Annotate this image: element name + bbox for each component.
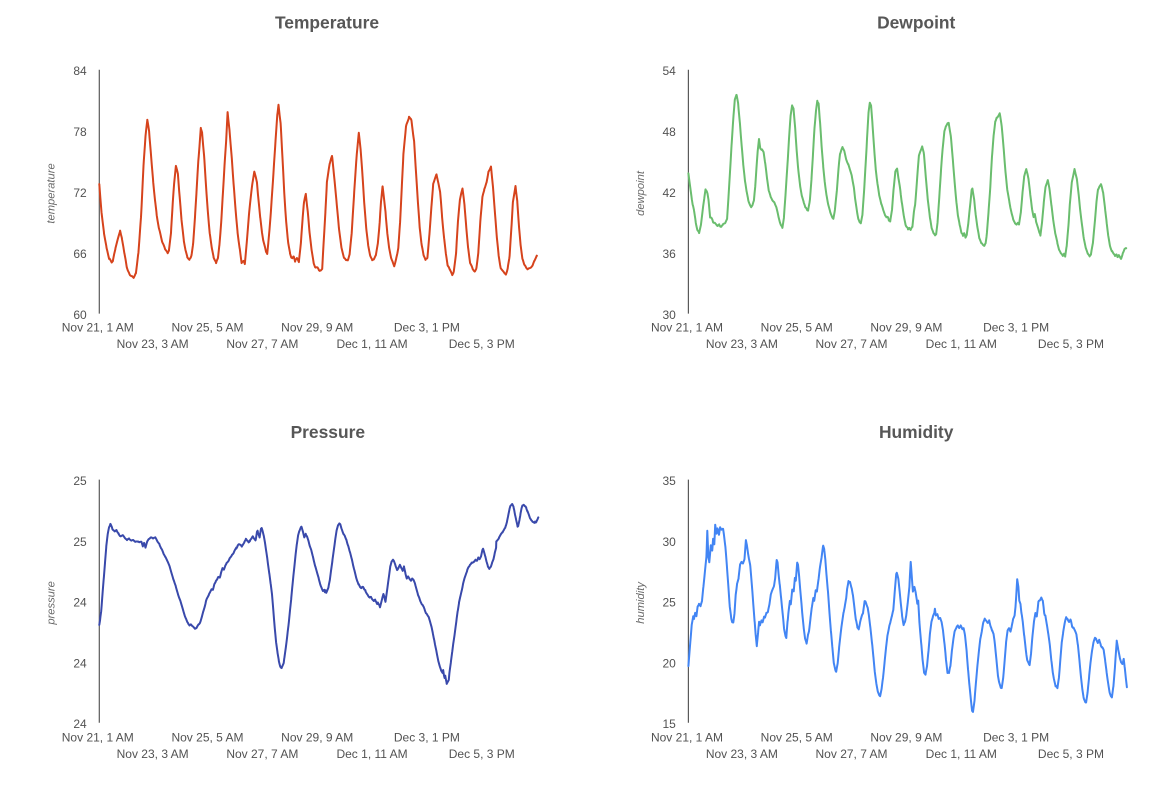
svg-text:84: 84 [73, 64, 87, 78]
svg-text:dewpoint: dewpoint [635, 170, 647, 216]
svg-text:Nov 23, 3 AM: Nov 23, 3 AM [706, 337, 778, 351]
svg-text:Nov 23, 3 AM: Nov 23, 3 AM [706, 747, 778, 761]
svg-text:60: 60 [73, 308, 87, 322]
svg-text:Dec 1, 11 AM: Dec 1, 11 AM [926, 747, 997, 761]
svg-text:30: 30 [662, 308, 676, 322]
svg-text:24: 24 [73, 656, 87, 670]
svg-text:temperature: temperature [46, 163, 58, 223]
svg-text:30: 30 [662, 535, 676, 549]
svg-text:Dec 1, 11 AM: Dec 1, 11 AM [926, 337, 997, 351]
svg-text:Nov 25, 5 AM: Nov 25, 5 AM [171, 321, 243, 335]
svg-text:24: 24 [73, 596, 87, 610]
svg-text:Dec 5, 3 PM: Dec 5, 3 PM [1038, 337, 1104, 351]
svg-text:Nov 29, 9 AM: Nov 29, 9 AM [281, 731, 353, 745]
svg-text:Nov 25, 5 AM: Nov 25, 5 AM [761, 321, 833, 335]
svg-text:Dec 1, 11 AM: Dec 1, 11 AM [336, 337, 407, 351]
svg-text:Dec 3, 1 PM: Dec 3, 1 PM [394, 731, 460, 745]
svg-text:Nov 21, 1 AM: Nov 21, 1 AM [651, 731, 723, 745]
svg-text:36: 36 [662, 247, 676, 261]
svg-text:Dec 5, 3 PM: Dec 5, 3 PM [449, 337, 515, 351]
svg-text:Dec 5, 3 PM: Dec 5, 3 PM [1038, 747, 1104, 761]
svg-text:Dec 3, 1 PM: Dec 3, 1 PM [983, 321, 1049, 335]
svg-text:Dec 5, 3 PM: Dec 5, 3 PM [449, 747, 515, 761]
svg-text:Nov 21, 1 AM: Nov 21, 1 AM [62, 321, 134, 335]
svg-text:66: 66 [73, 247, 87, 261]
svg-text:Dec 1, 11 AM: Dec 1, 11 AM [336, 747, 407, 761]
svg-text:78: 78 [73, 125, 87, 139]
svg-text:Pressure: Pressure [291, 422, 366, 442]
svg-text:Nov 23, 3 AM: Nov 23, 3 AM [117, 337, 189, 351]
svg-text:Nov 25, 5 AM: Nov 25, 5 AM [171, 731, 243, 745]
svg-text:Nov 21, 1 AM: Nov 21, 1 AM [62, 731, 134, 745]
svg-text:15: 15 [662, 717, 676, 731]
svg-text:Nov 27, 7 AM: Nov 27, 7 AM [816, 747, 888, 761]
svg-text:Nov 29, 9 AM: Nov 29, 9 AM [281, 321, 353, 335]
svg-text:25: 25 [73, 474, 87, 488]
svg-text:42: 42 [662, 186, 676, 200]
svg-text:Dec 3, 1 PM: Dec 3, 1 PM [394, 321, 460, 335]
svg-text:20: 20 [662, 656, 676, 670]
svg-text:Nov 27, 7 AM: Nov 27, 7 AM [226, 337, 298, 351]
svg-text:pressure: pressure [46, 581, 58, 626]
svg-text:Temperature: Temperature [275, 12, 379, 32]
svg-text:humidity: humidity [635, 581, 647, 624]
svg-text:Nov 27, 7 AM: Nov 27, 7 AM [816, 337, 888, 351]
svg-text:Nov 25, 5 AM: Nov 25, 5 AM [761, 731, 833, 745]
svg-text:35: 35 [662, 474, 676, 488]
svg-text:Nov 21, 1 AM: Nov 21, 1 AM [651, 321, 723, 335]
svg-text:Humidity: Humidity [879, 422, 954, 442]
svg-text:Nov 29, 9 AM: Nov 29, 9 AM [870, 321, 942, 335]
svg-text:Nov 27, 7 AM: Nov 27, 7 AM [226, 747, 298, 761]
svg-text:24: 24 [73, 717, 87, 731]
svg-text:48: 48 [662, 125, 676, 139]
svg-text:25: 25 [662, 596, 676, 610]
svg-text:Nov 23, 3 AM: Nov 23, 3 AM [117, 747, 189, 761]
svg-text:25: 25 [73, 535, 87, 549]
svg-text:72: 72 [73, 186, 87, 200]
svg-text:Nov 29, 9 AM: Nov 29, 9 AM [870, 731, 942, 745]
svg-text:Dec 3, 1 PM: Dec 3, 1 PM [983, 731, 1049, 745]
svg-text:Dewpoint: Dewpoint [877, 12, 955, 32]
svg-text:54: 54 [662, 64, 676, 78]
